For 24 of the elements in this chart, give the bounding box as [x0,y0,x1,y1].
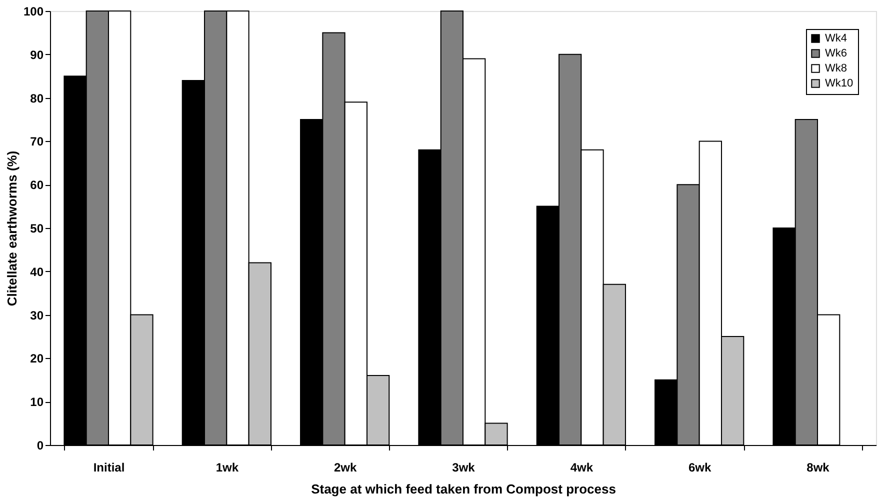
x-tick-label: 6wk [688,460,712,474]
y-tick-label: 80 [30,91,44,106]
y-tick-label: 0 [36,438,44,452]
x-tick-label: Initial [93,460,125,474]
legend-label: Wk6 [825,48,847,60]
legend-label: Wk4 [825,32,847,44]
y-tick-label: 60 [30,178,44,192]
legend-label: Wk10 [825,78,854,90]
x-tick-label: 1wk [216,460,239,474]
x-tick-label: 8wk [806,460,830,474]
y-tick-label: 90 [30,48,44,62]
y-tick-label: 50 [30,222,44,236]
y-tick-label: 70 [30,134,44,149]
x-tick-label: 4wk [570,460,594,474]
y-tick-label: 40 [30,264,44,279]
x-tick-label: 3wk [452,460,476,474]
y-tick-label: 100 [23,4,44,18]
y-tick-label: 10 [30,395,44,410]
x-axis-title: Stage at which feed taken from Compost process [311,482,616,496]
y-tick-label: 20 [30,352,44,366]
y-tick-label: 30 [30,308,44,322]
legend-label: Wk8 [825,62,847,74]
x-tick-label: 2wk [334,460,357,474]
y-axis-title: Clitellate earthworms (%) [4,150,20,306]
